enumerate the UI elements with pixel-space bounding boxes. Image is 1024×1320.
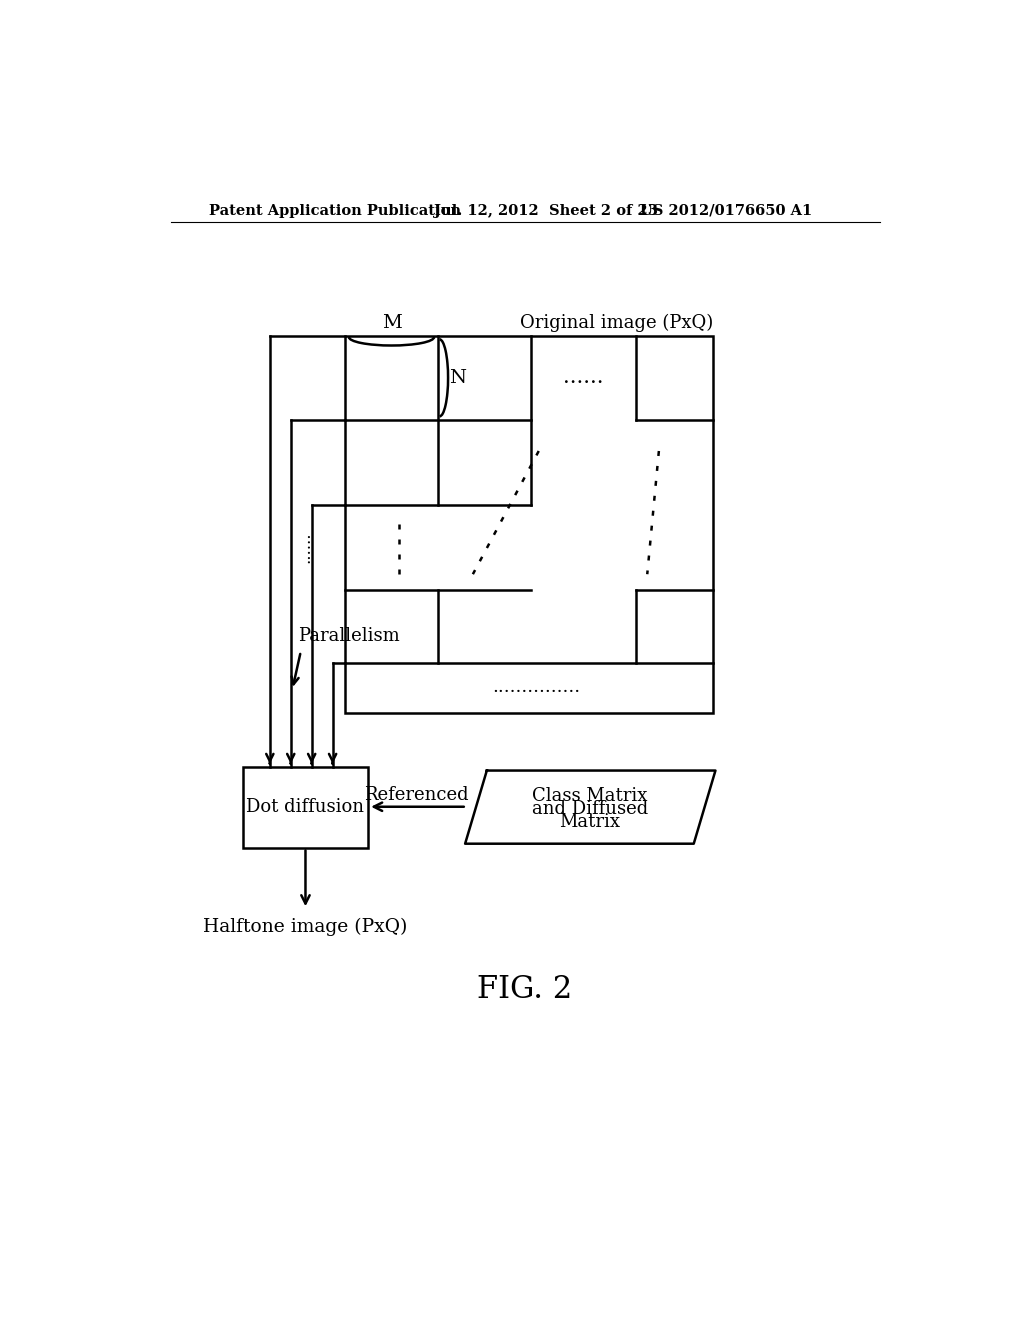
Text: N: N (449, 368, 466, 387)
Text: Referenced: Referenced (364, 787, 469, 804)
Text: Jul. 12, 2012  Sheet 2 of 23: Jul. 12, 2012 Sheet 2 of 23 (434, 203, 658, 218)
Text: US 2012/0176650 A1: US 2012/0176650 A1 (640, 203, 812, 218)
Text: ...............: ............... (493, 678, 581, 697)
Text: ......: ...... (296, 532, 313, 564)
Text: Parallelism: Parallelism (299, 627, 400, 644)
Text: Matrix: Matrix (559, 813, 621, 832)
Text: Halftone image (PxQ): Halftone image (PxQ) (204, 917, 408, 936)
Text: M: M (382, 314, 401, 333)
Text: Original image (PxQ): Original image (PxQ) (520, 314, 713, 333)
Text: Dot diffusion: Dot diffusion (247, 797, 365, 816)
Text: Patent Application Publication: Patent Application Publication (209, 203, 462, 218)
Bar (345, 335, 713, 713)
Text: FIG. 2: FIG. 2 (477, 974, 572, 1006)
Text: Class Matrix: Class Matrix (532, 787, 647, 805)
Text: ......: ...... (562, 368, 603, 387)
Text: and Diffused: and Diffused (531, 800, 648, 818)
Bar (243, 767, 369, 847)
